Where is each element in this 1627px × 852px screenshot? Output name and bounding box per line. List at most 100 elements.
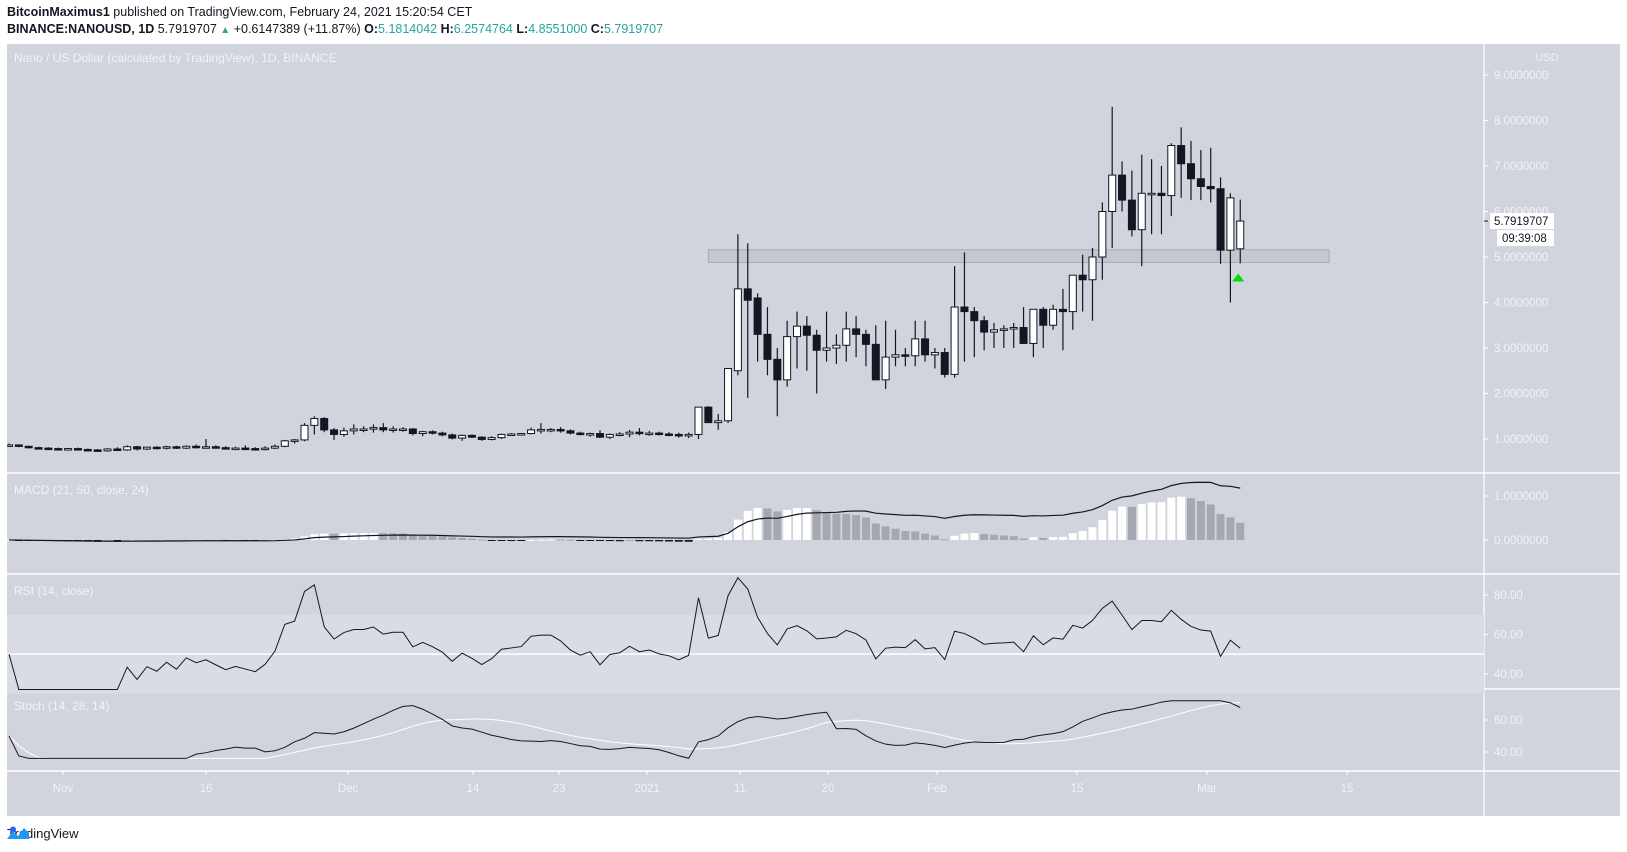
candle[interactable] bbox=[152, 446, 161, 450]
candle[interactable] bbox=[911, 338, 920, 357]
candle[interactable] bbox=[793, 325, 801, 338]
candle[interactable] bbox=[546, 428, 555, 432]
candle[interactable] bbox=[182, 445, 191, 449]
candle[interactable] bbox=[142, 446, 151, 450]
candle[interactable] bbox=[999, 328, 1008, 331]
candle[interactable] bbox=[586, 433, 595, 436]
candle[interactable] bbox=[881, 356, 890, 381]
candle[interactable] bbox=[44, 447, 53, 451]
candle[interactable] bbox=[379, 427, 388, 431]
candle[interactable] bbox=[270, 445, 279, 449]
candle[interactable] bbox=[1226, 197, 1235, 251]
candle[interactable] bbox=[349, 428, 358, 432]
candle[interactable] bbox=[24, 445, 33, 449]
candle[interactable] bbox=[940, 352, 949, 375]
candle[interactable] bbox=[330, 429, 339, 435]
candle[interactable] bbox=[1078, 274, 1087, 281]
candle[interactable] bbox=[113, 448, 122, 452]
candle[interactable] bbox=[773, 358, 782, 381]
candle[interactable] bbox=[261, 447, 270, 451]
candle[interactable] bbox=[1177, 145, 1186, 165]
candle[interactable] bbox=[133, 446, 142, 450]
candle[interactable] bbox=[251, 448, 260, 451]
candle[interactable] bbox=[1216, 188, 1225, 251]
candle[interactable] bbox=[753, 297, 762, 335]
candle[interactable] bbox=[1009, 327, 1018, 330]
candle[interactable] bbox=[605, 433, 614, 438]
candle[interactable] bbox=[694, 406, 703, 435]
candle[interactable] bbox=[458, 434, 467, 439]
candle[interactable] bbox=[7, 444, 13, 447]
candle[interactable] bbox=[320, 418, 329, 431]
candle[interactable] bbox=[576, 432, 585, 436]
candle[interactable] bbox=[54, 448, 63, 451]
candle[interactable] bbox=[241, 447, 250, 451]
candle[interactable] bbox=[162, 446, 171, 449]
candle[interactable] bbox=[950, 306, 959, 375]
candle[interactable] bbox=[812, 334, 821, 351]
candle[interactable] bbox=[1206, 185, 1215, 190]
candle[interactable] bbox=[990, 329, 998, 333]
candle[interactable] bbox=[891, 354, 900, 358]
candle[interactable] bbox=[221, 447, 230, 450]
candle[interactable] bbox=[704, 406, 713, 424]
candle[interactable] bbox=[970, 311, 979, 322]
candle[interactable] bbox=[1147, 192, 1156, 196]
candle[interactable] bbox=[921, 338, 930, 356]
candle[interactable] bbox=[724, 367, 733, 422]
candle[interactable] bbox=[1157, 192, 1166, 197]
candle[interactable] bbox=[635, 431, 644, 435]
support-zone[interactable] bbox=[707, 249, 1330, 263]
candle[interactable] bbox=[536, 428, 545, 432]
candle[interactable] bbox=[901, 354, 910, 357]
candle[interactable] bbox=[34, 447, 43, 450]
candle[interactable] bbox=[1049, 308, 1058, 326]
candle[interactable] bbox=[1058, 308, 1067, 313]
candle[interactable] bbox=[64, 448, 73, 451]
candle[interactable] bbox=[802, 325, 811, 336]
candle[interactable] bbox=[438, 432, 447, 436]
candle[interactable] bbox=[93, 449, 102, 452]
candle[interactable] bbox=[664, 433, 673, 436]
candle[interactable] bbox=[418, 431, 427, 435]
candle[interactable] bbox=[1019, 327, 1028, 344]
candle[interactable] bbox=[1118, 174, 1127, 201]
candle[interactable] bbox=[83, 448, 92, 452]
candle[interactable] bbox=[428, 431, 437, 434]
candle[interactable] bbox=[202, 446, 210, 449]
candle[interactable] bbox=[1187, 163, 1195, 180]
candle[interactable] bbox=[1196, 178, 1205, 187]
candle[interactable] bbox=[369, 427, 378, 430]
candle[interactable] bbox=[852, 328, 861, 335]
candle[interactable] bbox=[783, 336, 792, 381]
candle[interactable] bbox=[103, 448, 112, 452]
candle[interactable] bbox=[399, 428, 407, 431]
candle[interactable] bbox=[822, 347, 831, 351]
candle[interactable] bbox=[487, 437, 496, 440]
candle[interactable] bbox=[1236, 220, 1245, 250]
candle[interactable] bbox=[1068, 274, 1077, 313]
candle[interactable] bbox=[14, 444, 23, 447]
candle[interactable] bbox=[300, 424, 309, 441]
chart-frame[interactable]: Nano / US Dollar (calculated by TradingV… bbox=[7, 44, 1620, 816]
candle[interactable] bbox=[448, 434, 457, 439]
candle[interactable] bbox=[684, 433, 693, 437]
candle[interactable] bbox=[389, 428, 398, 431]
candle[interactable] bbox=[123, 446, 132, 451]
candle[interactable] bbox=[674, 433, 683, 437]
candle[interactable] bbox=[1137, 192, 1146, 231]
candle[interactable] bbox=[1029, 308, 1038, 344]
candle[interactable] bbox=[645, 432, 654, 436]
candle[interactable] bbox=[339, 430, 348, 435]
candle[interactable] bbox=[172, 446, 181, 449]
candle[interactable] bbox=[517, 433, 526, 436]
candle[interactable] bbox=[280, 440, 289, 447]
candle[interactable] bbox=[596, 433, 604, 438]
candle[interactable] bbox=[1108, 174, 1117, 213]
candle[interactable] bbox=[231, 447, 240, 451]
candle[interactable] bbox=[832, 344, 841, 349]
tradingview-logo[interactable]: TradingView bbox=[7, 826, 79, 841]
candle[interactable] bbox=[980, 320, 989, 333]
candle[interactable] bbox=[1098, 211, 1107, 258]
candle[interactable] bbox=[1167, 145, 1176, 197]
